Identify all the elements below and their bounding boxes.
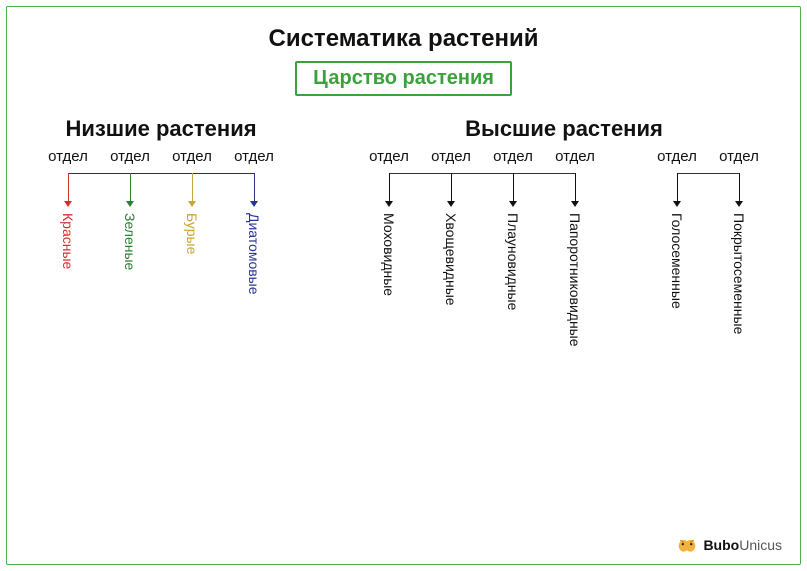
diagram-frame: Систематика растений Царство растения Ни…: [6, 6, 801, 565]
label-cell: Красные: [37, 213, 99, 295]
label-cell: Бурые: [161, 213, 223, 295]
connector-vline: [451, 173, 452, 201]
label-cell: Моховидные: [358, 213, 420, 347]
division-label: Голосеменные: [670, 213, 684, 309]
division-label: Бурые: [185, 213, 199, 254]
group-title-higher: Высшие растения: [358, 116, 770, 142]
group-lower: Низшие растения отдел отдел отдел отдел Красн…: [37, 116, 285, 347]
otdel-row: отдел отдел отдел отдел: [358, 148, 606, 167]
kingdom-box-wrap: Царство растения: [31, 61, 776, 96]
connector-hline: [389, 173, 575, 174]
label-cell: Папоротниковидные: [544, 213, 606, 347]
otdel-row: отдел отдел отдел отдел: [37, 148, 285, 167]
otdel-label: отдел: [719, 148, 759, 165]
arrowhead-icon: [447, 201, 455, 207]
label-cell: Диатомовые: [223, 213, 285, 295]
brand-bold: Bubo: [703, 537, 739, 553]
connector-vline: [739, 173, 740, 201]
connector-vline: [192, 173, 193, 201]
groups-container: Низшие растения отдел отдел отдел отдел Красн…: [31, 116, 776, 347]
subgroup: отдел отдел Голосеменные Покрытосеменные: [646, 148, 770, 347]
division-label: Диатомовые: [247, 213, 261, 295]
connector-vline: [513, 173, 514, 201]
label-row: Голосеменные Покрытосеменные: [646, 213, 770, 334]
kingdom-box: Царство растения: [295, 61, 512, 96]
arrowhead-icon: [250, 201, 258, 207]
arrowhead-icon: [673, 201, 681, 207]
division-label: Зеленые: [123, 213, 137, 270]
connector-vline: [677, 173, 678, 201]
arrowhead-icon: [571, 201, 579, 207]
otdel-cell: отдел: [708, 148, 770, 167]
group-title-lower: Низшие растения: [37, 116, 285, 142]
label-row: Красные Зеленые Бурые Диатомовые: [37, 213, 285, 295]
label-cell: Плауновидные: [482, 213, 544, 347]
connector-vline: [254, 173, 255, 201]
otdel-label: отдел: [555, 148, 595, 165]
owl-icon: [677, 536, 697, 554]
subgroup: отдел отдел отдел отдел Моховидные Хвощевидны…: [358, 148, 606, 347]
otdel-label: отдел: [48, 148, 88, 165]
label-cell: Зеленые: [99, 213, 161, 295]
otdel-label: отдел: [369, 148, 409, 165]
division-label: Плауновидные: [506, 213, 520, 310]
otdel-cell: отдел: [99, 148, 161, 167]
brand-light: Unicus: [739, 537, 782, 553]
arrowhead-icon: [509, 201, 517, 207]
label-cell: Покрытосеменные: [708, 213, 770, 334]
connector-vline: [130, 173, 131, 201]
label-cell: Голосеменные: [646, 213, 708, 334]
connector-vline: [389, 173, 390, 201]
otdel-cell: отдел: [358, 148, 420, 167]
otdel-cell: отдел: [37, 148, 99, 167]
otdel-label: отдел: [110, 148, 150, 165]
subgroup-wrap: отдел отдел отдел отдел Красные Зеленые Бурые Д…: [37, 148, 285, 295]
brand-footer: BuboUnicus: [677, 536, 782, 554]
otdel-cell: отдел: [544, 148, 606, 167]
otdel-label: отдел: [493, 148, 533, 165]
page-title: Систематика растений: [31, 25, 776, 53]
division-label: Красные: [61, 213, 75, 269]
label-row: Моховидные Хвощевидные Плауновидные Папорот…: [358, 213, 606, 347]
connector: [646, 167, 770, 207]
otdel-label: отдел: [431, 148, 471, 165]
subgroup-wrap: отдел отдел отдел отдел Моховидные Хвощевидны…: [358, 148, 770, 347]
division-label: Покрытосеменные: [732, 213, 746, 334]
division-label: Хвощевидные: [444, 213, 458, 306]
arrowhead-icon: [188, 201, 196, 207]
connector-hline: [68, 173, 254, 174]
otdel-cell: отдел: [646, 148, 708, 167]
connector: [358, 167, 606, 207]
otdel-cell: отдел: [420, 148, 482, 167]
label-cell: Хвощевидные: [420, 213, 482, 347]
connector-vline: [68, 173, 69, 201]
otdel-cell: отдел: [482, 148, 544, 167]
arrowhead-icon: [64, 201, 72, 207]
division-label: Моховидные: [382, 213, 396, 296]
connector-vline: [575, 173, 576, 201]
arrowhead-icon: [126, 201, 134, 207]
otdel-cell: отдел: [161, 148, 223, 167]
division-label: Папоротниковидные: [568, 213, 582, 347]
subgroup: отдел отдел отдел отдел Красные Зеленые Бурые Д…: [37, 148, 285, 295]
otdel-row: отдел отдел: [646, 148, 770, 167]
otdel-label: отдел: [234, 148, 274, 165]
arrowhead-icon: [735, 201, 743, 207]
otdel-cell: отдел: [223, 148, 285, 167]
connector-hline: [677, 173, 739, 174]
otdel-label: отдел: [172, 148, 212, 165]
arrowhead-icon: [385, 201, 393, 207]
group-higher: Высшие растения отдел отдел отдел отдел Мохов…: [358, 116, 770, 347]
otdel-label: отдел: [657, 148, 697, 165]
connector: [37, 167, 285, 207]
brand-text: BuboUnicus: [703, 537, 782, 553]
